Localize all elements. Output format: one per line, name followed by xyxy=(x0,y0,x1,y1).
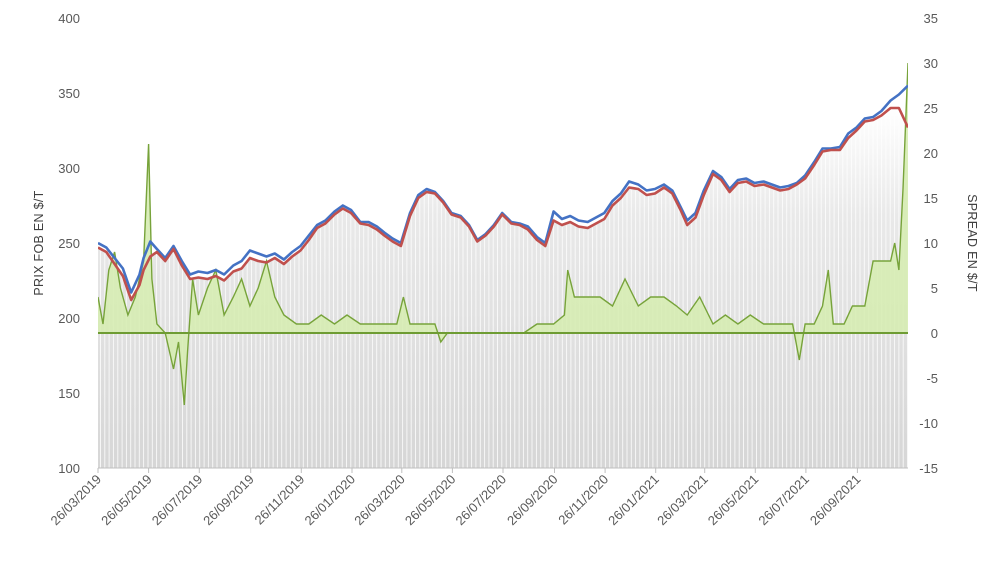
y2-tick-label: -15 xyxy=(919,461,938,476)
y2-tick-label: -5 xyxy=(926,371,938,386)
y-tick-label: 250 xyxy=(58,236,80,251)
x-tick-label: 26/07/2020 xyxy=(452,472,509,529)
x-tick-label: 26/01/2021 xyxy=(605,472,662,529)
y-tick-label: 200 xyxy=(58,311,80,326)
y2-tick-label: 5 xyxy=(931,281,938,296)
y2-tick-label: -10 xyxy=(919,416,938,431)
price-area xyxy=(98,108,908,468)
x-tick-label: 26/11/2019 xyxy=(251,472,307,528)
x-tick-label: 26/05/2019 xyxy=(98,472,155,529)
x-tick-label: 26/05/2020 xyxy=(402,472,459,529)
spread-line xyxy=(98,62,908,406)
y2-tick-label: 10 xyxy=(924,236,938,251)
x-tick-label: 26/05/2021 xyxy=(705,472,762,529)
x-tick-label: 26/03/2021 xyxy=(654,472,711,529)
y-tick-label: 150 xyxy=(58,386,80,401)
y-tick-label: 350 xyxy=(58,86,80,101)
y-tick-label: 300 xyxy=(58,161,80,176)
x-tick-label: 26/09/2021 xyxy=(807,472,864,529)
x-tick-label: 26/07/2021 xyxy=(755,472,812,529)
y2-tick-label: 30 xyxy=(924,56,938,71)
y-tick-label: 400 xyxy=(58,11,80,26)
x-tick-label: 26/09/2020 xyxy=(504,472,561,529)
y2-tick-label: 20 xyxy=(924,146,938,161)
y2-tick-label: 15 xyxy=(924,191,938,206)
x-tick-label: 26/03/2019 xyxy=(47,472,104,529)
y-tick-label: 100 xyxy=(58,461,80,476)
spread-area xyxy=(98,63,908,405)
y2-tick-label: 35 xyxy=(924,11,938,26)
x-tick-label: 26/07/2019 xyxy=(149,472,206,529)
x-tick-label: 26/01/2020 xyxy=(301,472,358,529)
x-tick-label: 26/09/2019 xyxy=(200,472,257,529)
x-tick-label: 26/03/2020 xyxy=(351,472,408,529)
y2-tick-label: 0 xyxy=(931,326,938,341)
y2-axis-title: SPREAD EN $/T xyxy=(965,194,979,292)
y-axis-title: PRIX FOB EN $/T xyxy=(32,190,46,295)
price-line-red xyxy=(98,106,908,302)
y2-tick-label: 25 xyxy=(924,101,938,116)
x-tick-label: 26/11/2020 xyxy=(555,472,611,528)
